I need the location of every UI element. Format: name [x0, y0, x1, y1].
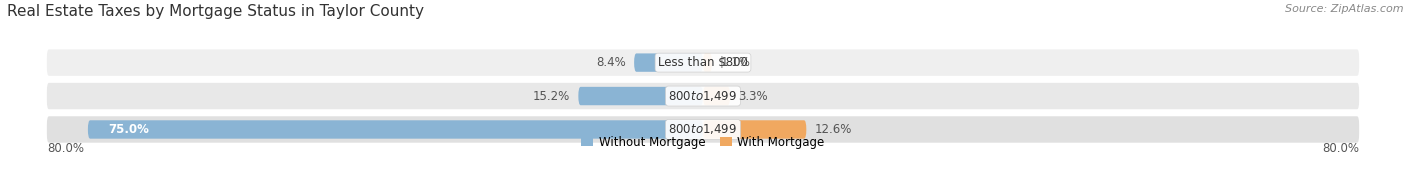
FancyBboxPatch shape: [703, 87, 730, 105]
Text: $800 to $1,499: $800 to $1,499: [668, 89, 738, 103]
Text: Source: ZipAtlas.com: Source: ZipAtlas.com: [1285, 4, 1403, 14]
FancyBboxPatch shape: [46, 116, 1360, 143]
FancyBboxPatch shape: [703, 120, 807, 139]
FancyBboxPatch shape: [46, 49, 1360, 76]
FancyBboxPatch shape: [46, 83, 1360, 109]
Text: 12.6%: 12.6%: [814, 123, 852, 136]
Text: 75.0%: 75.0%: [108, 123, 149, 136]
FancyBboxPatch shape: [578, 87, 703, 105]
Text: Less than $800: Less than $800: [658, 56, 748, 69]
Text: 1.1%: 1.1%: [720, 56, 749, 69]
Text: 80.0%: 80.0%: [46, 142, 84, 155]
Legend: Without Mortgage, With Mortgage: Without Mortgage, With Mortgage: [576, 131, 830, 154]
Text: 8.4%: 8.4%: [596, 56, 626, 69]
Text: 15.2%: 15.2%: [533, 90, 571, 103]
FancyBboxPatch shape: [703, 54, 711, 72]
Text: 3.3%: 3.3%: [738, 90, 768, 103]
Text: $800 to $1,499: $800 to $1,499: [668, 122, 738, 136]
Text: 80.0%: 80.0%: [1322, 142, 1360, 155]
FancyBboxPatch shape: [87, 120, 703, 139]
FancyBboxPatch shape: [634, 54, 703, 72]
Text: Real Estate Taxes by Mortgage Status in Taylor County: Real Estate Taxes by Mortgage Status in …: [7, 4, 425, 19]
